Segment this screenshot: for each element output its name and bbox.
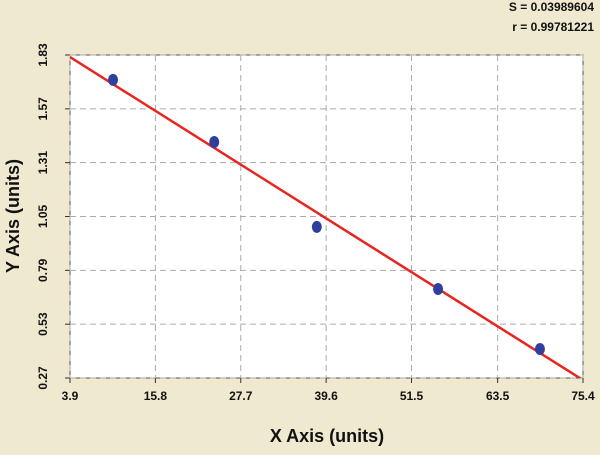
x-tick-label: 63.5 (486, 389, 510, 403)
data-point (209, 135, 220, 148)
x-tick-label: 3.9 (62, 389, 79, 403)
y-tick-label: 0.79 (36, 258, 50, 282)
data-point (433, 282, 444, 295)
y-tick-label: 0.53 (36, 312, 50, 336)
y-tick-label: 1.57 (36, 97, 50, 121)
annotation: r = 0.99781221 (512, 20, 594, 34)
data-point (534, 343, 545, 356)
annotation: S = 0.03989604 (509, 0, 594, 14)
x-tick-label: 15.8 (144, 389, 168, 403)
y-tick-label: 1.83 (36, 43, 50, 67)
x-tick-label: 27.7 (229, 389, 253, 403)
y-tick-label: 0.27 (36, 366, 50, 390)
y-tick-label: 1.31 (36, 151, 50, 175)
x-tick-label: 75.4 (571, 389, 595, 403)
fit-line (70, 56, 583, 378)
data-point (108, 73, 119, 86)
data-point (311, 220, 322, 233)
y-tick-label: 1.05 (36, 204, 50, 228)
x-tick-label: 39.6 (314, 389, 338, 403)
x-axis-title: X Axis (units) (270, 426, 384, 446)
y-axis-title: Y Axis (units) (3, 159, 23, 273)
x-tick-label: 51.5 (400, 389, 424, 403)
